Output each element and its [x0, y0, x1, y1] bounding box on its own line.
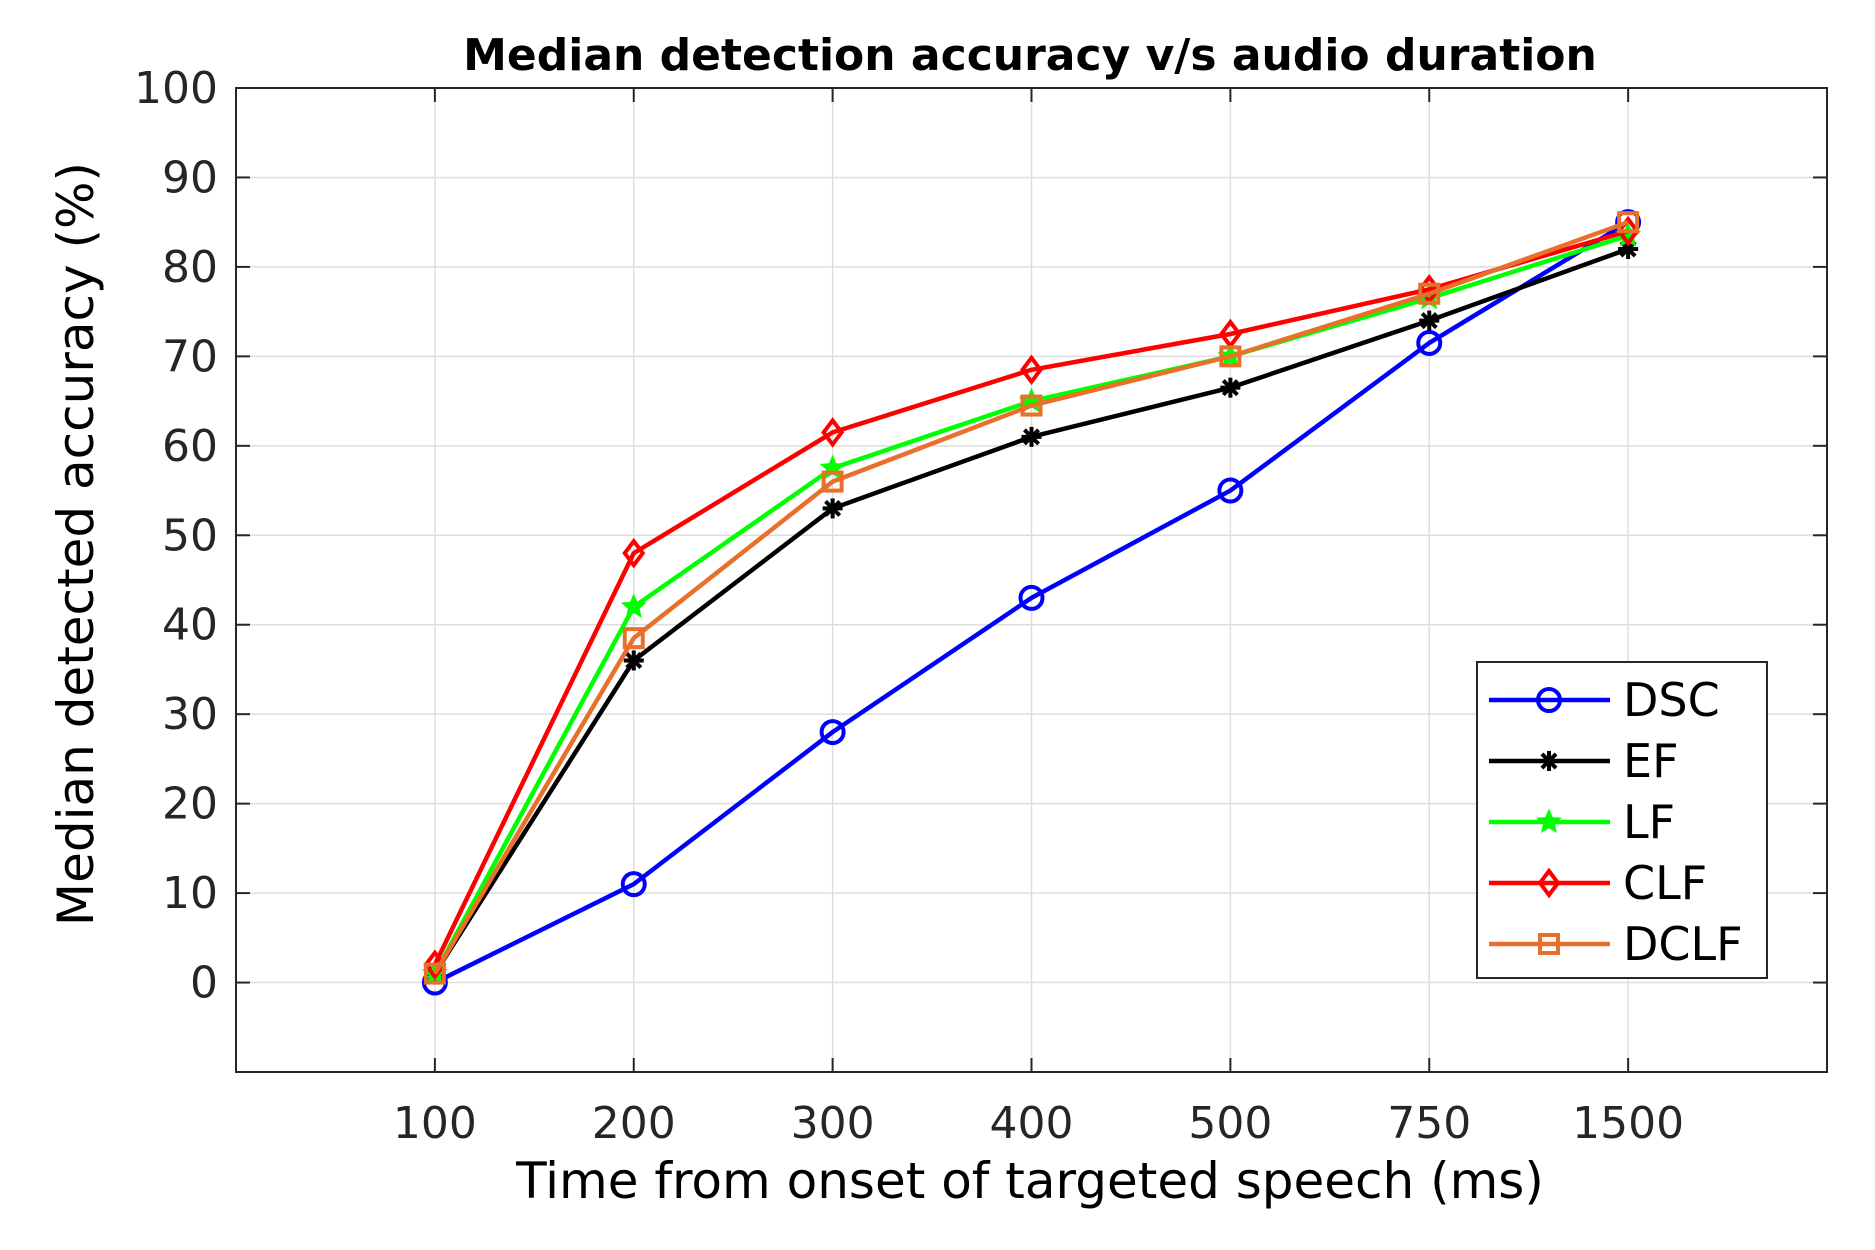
data-point-dclf [1418, 282, 1441, 305]
data-point-clf [1020, 354, 1043, 386]
legend-marker-dsc [1536, 687, 1562, 713]
y-tick-label: 60 [162, 421, 218, 472]
data-point-dclf [622, 627, 645, 650]
y-tick-label: 20 [162, 779, 218, 830]
legend-item-dsc: DSC [1489, 673, 1720, 727]
legend-label-dsc: DSC [1623, 673, 1720, 727]
y-tick-label: 80 [162, 242, 218, 293]
series-dclf [423, 211, 1640, 985]
series-line-dclf [432, 220, 1629, 975]
legend-marker-ef [1539, 751, 1559, 771]
y-tick-label: 10 [162, 868, 218, 919]
y-tick-label: 30 [162, 689, 218, 740]
series-line-dsc [433, 220, 1630, 985]
x-tick-label: 1500 [1572, 1098, 1684, 1149]
data-point-ef [623, 650, 644, 671]
data-point-dsc [1416, 329, 1443, 356]
x-tick-label: 500 [1188, 1098, 1272, 1149]
data-point-lf [620, 593, 647, 618]
data-point-clf [1616, 215, 1640, 247]
legend-label-ef: EF [1623, 734, 1679, 788]
chart-title: Median detection accuracy v/s audio dura… [463, 30, 1597, 81]
data-point-dclf [1219, 345, 1242, 368]
data-point-dclf [821, 470, 844, 493]
series-dsc [421, 209, 1642, 996]
data-point-dsc [1018, 584, 1045, 611]
data-point-clf [821, 417, 845, 448]
legend-label-lf: LF [1623, 795, 1675, 849]
x-tick-label: 750 [1387, 1098, 1471, 1149]
data-point-dsc [819, 719, 846, 746]
data-point-dclf [1617, 211, 1640, 234]
legend-marker-clf [1537, 867, 1561, 899]
ticks: 0 10 20 30 40 50 60 70 80 90 100 100 200 300 400 500 750… [134, 63, 1827, 1149]
data-point-ef [1220, 377, 1241, 398]
legend-marker-lf [1536, 808, 1562, 833]
data-point-dsc [1217, 477, 1244, 504]
legend-item-dclf: DCLF [1489, 917, 1743, 971]
data-point-dclf [423, 962, 446, 985]
x-tick-label: 300 [791, 1098, 875, 1149]
x-tick-label: 400 [990, 1098, 1074, 1149]
data-point-ef [822, 498, 843, 519]
y-tick-label: 90 [162, 152, 218, 203]
series-line-clf [432, 228, 1629, 966]
legend-item-ef: EF [1489, 734, 1679, 788]
y-tick-label: 0 [190, 958, 218, 1009]
x-axis-label: Time from onset of targeted speech (ms) [515, 1152, 1544, 1210]
y-tick-label: 40 [162, 600, 218, 651]
data-point-clf [622, 537, 646, 569]
series-layer [421, 209, 1642, 996]
data-point-ef [1021, 426, 1042, 447]
legend-label-dclf: DCLF [1623, 917, 1743, 971]
y-tick-label: 100 [134, 63, 218, 114]
x-tick-label: 200 [592, 1098, 676, 1149]
y-tick-label: 70 [162, 331, 218, 382]
x-tick-label: 100 [393, 1098, 477, 1149]
legend-label-clf: CLF [1623, 856, 1707, 910]
legend: DSC EF LF CLF DCLF [1476, 661, 1768, 979]
data-point-dclf [1020, 394, 1043, 417]
legend-item-lf: LF [1489, 795, 1675, 849]
y-tick-label: 50 [162, 510, 218, 561]
data-point-ef [1419, 310, 1440, 331]
data-point-dsc [620, 871, 647, 898]
legend-marker-dclf [1538, 933, 1560, 955]
legend-item-clf: CLF [1489, 856, 1707, 910]
y-axis-label: Median detected accuracy (%) [47, 162, 105, 926]
